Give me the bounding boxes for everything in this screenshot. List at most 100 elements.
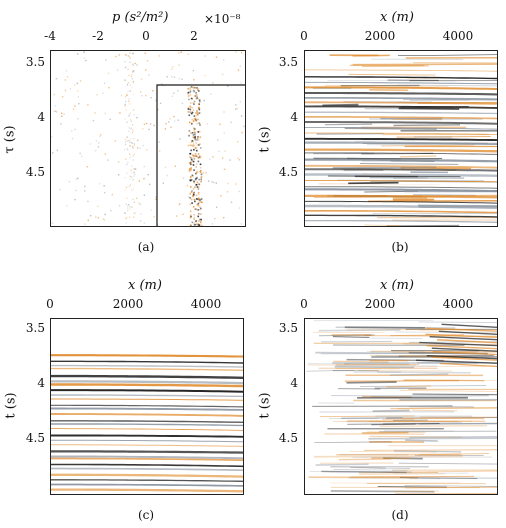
band-point [193, 129, 196, 131]
speckle [235, 183, 237, 185]
band-point [127, 161, 129, 164]
band-point [132, 52, 134, 54]
band-point [126, 140, 129, 142]
band-point [194, 117, 197, 120]
band-point [192, 145, 194, 147]
speckle [98, 142, 100, 144]
panel-d-plot [304, 318, 498, 495]
band-point [198, 201, 201, 203]
band-point [191, 160, 194, 162]
band-point [187, 91, 190, 94]
band-point [199, 156, 202, 159]
speckle [234, 108, 237, 111]
speckle [132, 53, 134, 55]
speckle [59, 188, 61, 191]
noise-streak [358, 472, 439, 474]
speckle [90, 215, 92, 217]
noise-streak [400, 155, 437, 158]
band-point [190, 123, 193, 125]
band-point [191, 157, 193, 160]
band-point [197, 136, 199, 138]
band-point [191, 132, 194, 134]
band-point [133, 153, 135, 155]
speckle [138, 202, 140, 204]
band-point [133, 168, 136, 171]
band-point [199, 170, 201, 173]
band-point [191, 144, 193, 147]
speckle [94, 112, 96, 114]
speckle [215, 206, 218, 208]
panel-c-xtick: 2000 [112, 297, 144, 311]
speckle [134, 173, 136, 176]
speckle [138, 180, 140, 182]
band-point [133, 70, 135, 72]
band-point [200, 218, 202, 221]
speckle [223, 216, 225, 219]
band-point [190, 179, 193, 181]
speckle [173, 115, 175, 118]
speckle [102, 218, 105, 220]
speckle [164, 166, 167, 169]
band-point [195, 220, 198, 222]
band-point [124, 61, 126, 63]
band-point [124, 96, 127, 98]
band-point [127, 115, 129, 118]
speckle [74, 198, 76, 201]
speckle [142, 144, 144, 147]
reflection-event [305, 152, 497, 155]
speckle [78, 102, 80, 105]
band-point [193, 90, 196, 93]
band-point [189, 108, 192, 111]
band-point [192, 164, 195, 166]
speckle [71, 137, 74, 140]
panel-a-ylabel: τ (s) [2, 125, 18, 154]
noise-streak [352, 54, 390, 57]
speckle [221, 157, 224, 159]
panel-d-xtick: 2000 [364, 297, 396, 311]
reflection-event [305, 105, 497, 109]
band-point [132, 93, 134, 96]
band-point [132, 80, 135, 83]
residual-event [426, 354, 497, 360]
noise-streak [309, 470, 408, 472]
reflection-event [51, 450, 243, 454]
reflection-event [305, 180, 497, 183]
panel-c-xtick: 4000 [190, 297, 222, 311]
residual-event [437, 339, 497, 344]
panel-d-ytick: 4.5 [278, 431, 298, 445]
speckle [215, 182, 217, 184]
speckle [177, 90, 179, 92]
band-point [129, 61, 131, 64]
band-point [190, 186, 192, 188]
speckle [114, 140, 117, 142]
speckle [104, 112, 106, 115]
speckle [131, 145, 134, 148]
speckle [139, 203, 141, 206]
speckle [162, 182, 165, 184]
band-point [189, 152, 192, 155]
band-point [189, 161, 192, 164]
speckle [177, 119, 179, 121]
speckle [187, 196, 190, 198]
residual-event [425, 333, 497, 339]
band-point [126, 136, 128, 139]
band-point [194, 128, 196, 130]
panel-c-ylabel: t (s) [3, 392, 19, 419]
speckle [145, 122, 148, 125]
residual-event [431, 347, 497, 352]
reflection-event [51, 423, 243, 427]
band-point [190, 169, 192, 171]
band-point [191, 111, 194, 114]
band-point [124, 105, 126, 107]
noise-streak [419, 453, 490, 455]
noise-streak [372, 409, 410, 413]
band-point [129, 208, 131, 210]
speckle [60, 112, 63, 114]
band-point [133, 171, 135, 173]
reflection-event [51, 398, 243, 401]
noise-streak [350, 475, 475, 478]
band-point [194, 200, 196, 203]
speckle [210, 93, 212, 95]
band-point [189, 176, 192, 179]
noise-streak [324, 85, 449, 87]
